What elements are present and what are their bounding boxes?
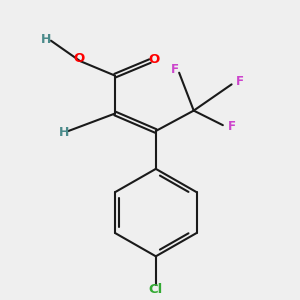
Text: O: O (149, 53, 160, 66)
Text: F: F (228, 120, 236, 133)
Text: Cl: Cl (149, 283, 163, 296)
Text: F: F (236, 75, 244, 88)
Text: O: O (73, 52, 84, 64)
Text: F: F (171, 63, 179, 76)
Text: H: H (41, 33, 52, 46)
Text: H: H (59, 126, 69, 139)
